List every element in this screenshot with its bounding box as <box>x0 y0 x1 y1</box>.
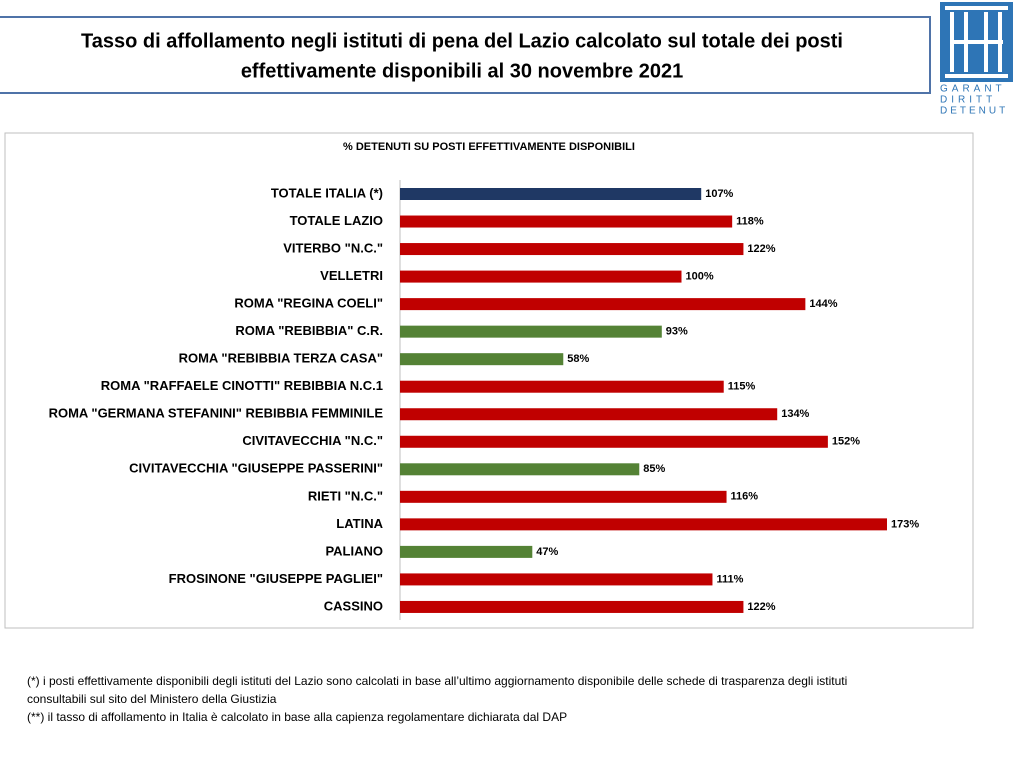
category-label: FROSINONE "GIUSEPPE PAGLIEI" <box>169 571 383 586</box>
bar <box>400 545 533 558</box>
bar <box>400 270 682 283</box>
value-label: 118% <box>736 215 764 227</box>
value-label: 58% <box>567 353 589 365</box>
value-label: 144% <box>809 298 837 310</box>
bar <box>400 243 744 256</box>
value-label: 134% <box>781 408 809 420</box>
bar <box>400 215 733 228</box>
value-label: 111% <box>716 573 743 585</box>
category-label: TOTALE LAZIO <box>290 213 383 228</box>
logo-mark <box>945 6 1008 78</box>
value-label: 116% <box>731 491 759 503</box>
category-label: VITERBO "N.C." <box>283 240 383 255</box>
footnote: (*) i posti effettivamente disponibili d… <box>27 674 847 688</box>
bar <box>400 435 828 448</box>
category-label: CASSINO <box>324 598 383 613</box>
category-label: PALIANO <box>325 543 383 558</box>
category-label: VELLETRI <box>320 268 383 283</box>
category-label: CIVITAVECCHIA "N.C." <box>242 433 383 448</box>
value-label: 173% <box>891 518 919 530</box>
bar <box>400 380 724 393</box>
value-label: 122% <box>747 243 775 255</box>
category-label: ROMA "RAFFAELE CINOTTI" REBIBBIA N.C.1 <box>101 378 383 393</box>
bar <box>400 518 887 531</box>
bar <box>400 490 727 503</box>
logo: GARANT DIRITT DETENUT <box>940 2 1013 117</box>
category-label: ROMA "REGINA COELI" <box>234 296 383 311</box>
bar <box>400 573 713 586</box>
value-label: 47% <box>536 546 558 558</box>
logo-text: DETENUT <box>940 106 1008 117</box>
chart-frame <box>4 132 974 629</box>
value-label: 85% <box>643 463 665 475</box>
category-label: RIETI "N.C." <box>308 488 383 503</box>
value-label: 93% <box>666 326 688 338</box>
value-label: 100% <box>686 270 714 282</box>
category-label: LATINA <box>336 516 383 531</box>
category-label: ROMA "GERMANA STEFANINI" REBIBBIA FEMMIN… <box>49 406 384 421</box>
value-label: 115% <box>728 381 756 393</box>
bar <box>400 600 744 613</box>
category-label: ROMA "REBIBBIA TERZA CASA" <box>179 351 383 366</box>
bar <box>400 298 806 311</box>
category-label: CIVITAVECCHIA "GIUSEPPE PASSERINI" <box>129 461 383 476</box>
title-box <box>0 16 931 94</box>
bar <box>400 408 778 421</box>
bar <box>400 188 702 200</box>
chart-title: % DETENUTI SU POSTI EFFETTIVAMENTE DISPO… <box>343 141 635 153</box>
footnote: consultabili sul sito del Ministero dell… <box>27 692 277 706</box>
value-label: 122% <box>747 601 775 613</box>
category-label: TOTALE ITALIA (*) <box>271 185 383 200</box>
title: effettivamente disponibili al 30 novembr… <box>241 60 683 82</box>
footnote: (**) il tasso di affollamento in Italia … <box>27 710 567 724</box>
logo-text: GARANT <box>940 84 1006 95</box>
bar <box>400 325 662 338</box>
value-label: 107% <box>705 188 733 200</box>
value-label: 152% <box>832 436 860 448</box>
title: Tasso di affollamento negli istituti di … <box>81 30 843 52</box>
category-label: ROMA "REBIBBIA" C.R. <box>235 323 383 338</box>
bar <box>400 353 564 366</box>
logo-text: DIRITT <box>940 95 996 106</box>
bar <box>400 463 640 476</box>
